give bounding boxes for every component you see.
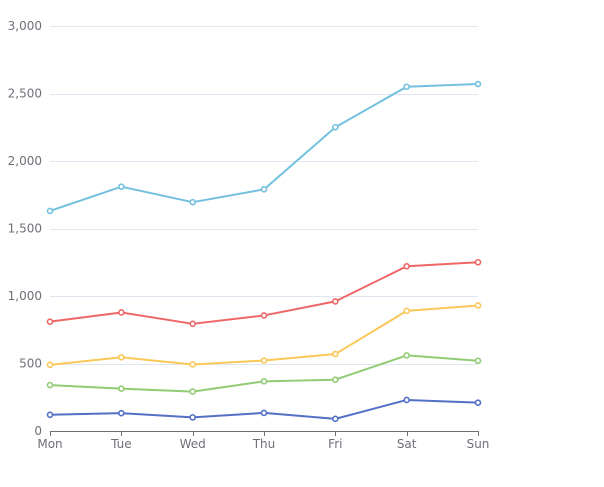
series-3 bbox=[46, 302, 482, 369]
data-point[interactable] bbox=[118, 409, 125, 417]
data-point[interactable] bbox=[189, 320, 196, 328]
data-point[interactable] bbox=[474, 357, 482, 365]
x-tick-label: Sun bbox=[467, 437, 490, 451]
data-point[interactable] bbox=[260, 409, 268, 417]
y-tick-label: 500 bbox=[19, 357, 42, 371]
x-tick-label: Wed bbox=[180, 437, 206, 451]
x-tick-label: Mon bbox=[37, 437, 62, 451]
data-point[interactable] bbox=[189, 414, 196, 421]
grid-layer bbox=[50, 26, 478, 365]
series-1 bbox=[46, 396, 482, 423]
data-point[interactable] bbox=[46, 381, 54, 389]
label-layer: 0 500 1,000 1,500 2,000 2,500 3,000 Mon Tue Wed Th… bbox=[8, 19, 490, 451]
x-tick-label: Sat bbox=[397, 437, 417, 451]
data-point[interactable] bbox=[474, 302, 482, 309]
y-tick-label: 1,000 bbox=[8, 289, 42, 303]
y-tick-label: 0 bbox=[34, 424, 42, 438]
axis-layer bbox=[50, 431, 479, 436]
data-point[interactable] bbox=[260, 186, 268, 193]
data-point[interactable] bbox=[474, 399, 482, 406]
data-point[interactable] bbox=[118, 309, 125, 316]
data-point[interactable] bbox=[260, 357, 268, 364]
y-tick-label: 3,000 bbox=[8, 19, 42, 33]
data-point[interactable] bbox=[260, 378, 268, 385]
data-point[interactable] bbox=[474, 80, 482, 88]
data-point[interactable] bbox=[332, 415, 339, 423]
series-4 bbox=[46, 258, 482, 328]
data-point[interactable] bbox=[46, 361, 54, 369]
data-point[interactable] bbox=[403, 396, 410, 404]
x-tick-label: Fri bbox=[328, 437, 342, 451]
data-point[interactable] bbox=[332, 376, 339, 384]
data-point[interactable] bbox=[118, 353, 125, 361]
data-point[interactable] bbox=[46, 207, 54, 215]
y-tick-label: 1,500 bbox=[8, 222, 42, 236]
data-point[interactable] bbox=[260, 312, 268, 319]
data-point[interactable] bbox=[189, 388, 196, 395]
y-tick-label: 2,000 bbox=[8, 154, 42, 168]
data-point[interactable] bbox=[46, 318, 54, 325]
data-point[interactable] bbox=[332, 298, 339, 305]
series-5 bbox=[46, 80, 482, 215]
data-point[interactable] bbox=[332, 350, 339, 358]
data-point[interactable] bbox=[403, 307, 410, 315]
data-point[interactable] bbox=[189, 361, 196, 368]
x-tick-label: Thu bbox=[252, 437, 276, 451]
y-tick-label: 2,500 bbox=[8, 87, 42, 101]
data-point[interactable] bbox=[403, 352, 410, 359]
data-point[interactable] bbox=[118, 385, 125, 392]
data-point[interactable] bbox=[403, 262, 410, 270]
series-2 bbox=[46, 352, 482, 395]
data-point[interactable] bbox=[403, 83, 410, 91]
data-point[interactable] bbox=[474, 258, 482, 266]
data-point[interactable] bbox=[46, 411, 54, 419]
data-point[interactable] bbox=[332, 123, 339, 131]
data-point[interactable] bbox=[118, 183, 125, 190]
data-point[interactable] bbox=[189, 198, 196, 206]
series-layer bbox=[46, 80, 482, 423]
x-tick-label: Tue bbox=[110, 437, 132, 451]
